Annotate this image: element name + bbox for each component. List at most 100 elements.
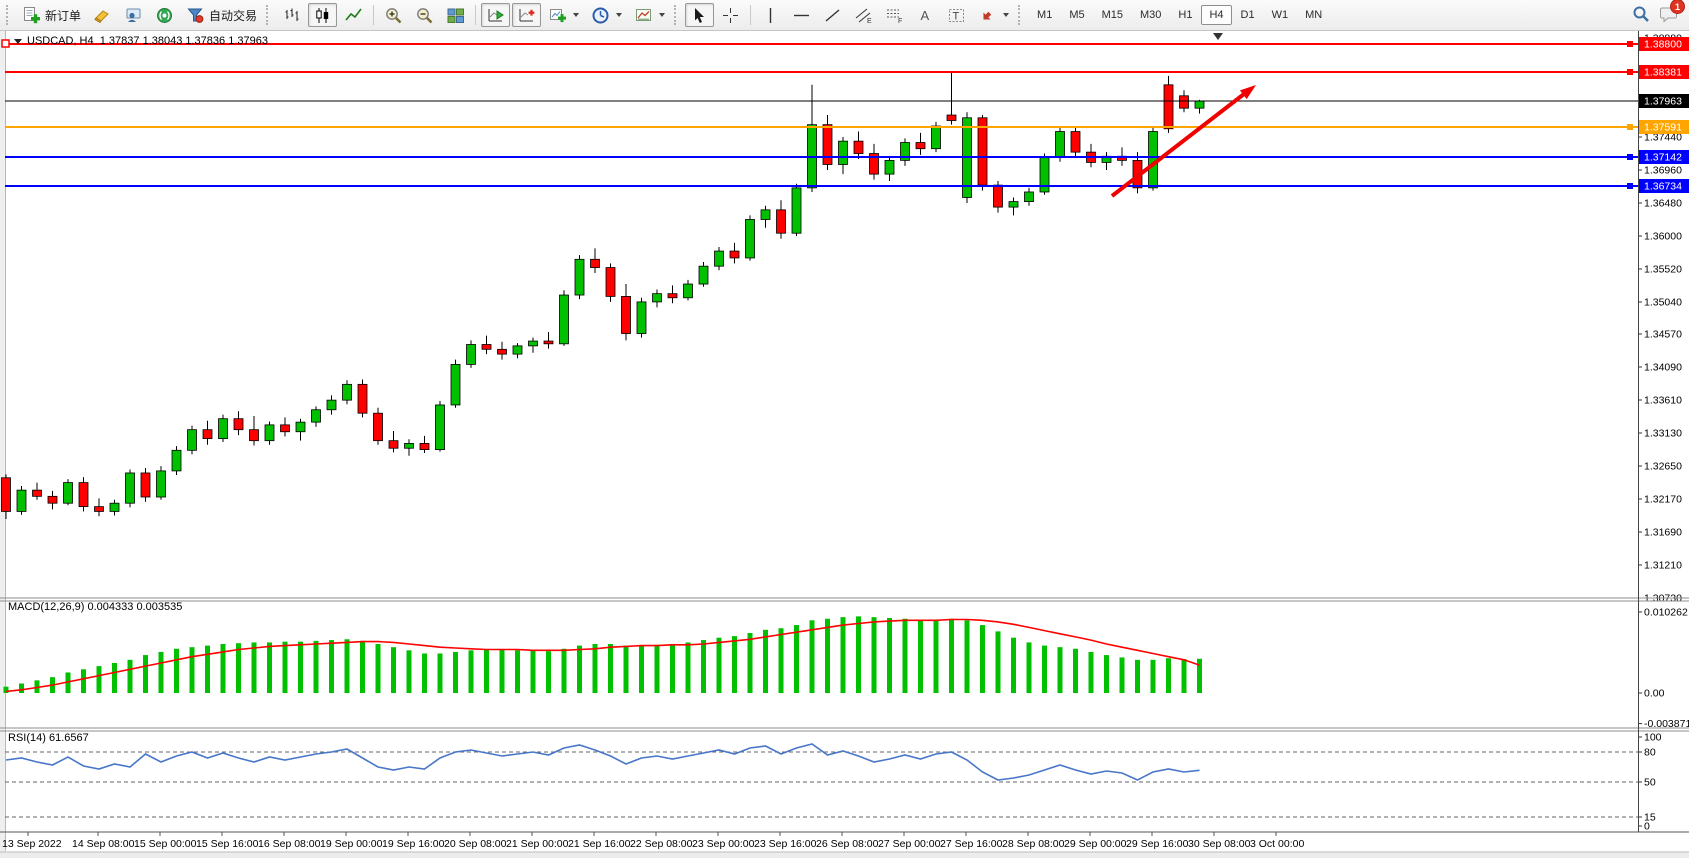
profile-button[interactable] [629,3,670,27]
macd-histogram-bar [964,620,970,693]
horizontal-line-icon [794,14,810,16]
timeframe-m1-button[interactable]: M1 [1037,9,1053,21]
price-tick-label: 1.32170 [1644,494,1682,506]
svg-text:1.38800: 1.38800 [1644,39,1682,51]
macd-histogram-bar [437,653,443,693]
zoom-out-button[interactable] [410,3,439,27]
bar-chart-button[interactable] [277,3,306,27]
candle-up [450,364,461,406]
timeframe-m30-button[interactable]: M30 [1140,9,1162,21]
macd-histogram-bar [1057,647,1063,693]
line-handle [1627,183,1633,189]
chart-shift-marker[interactable] [1213,33,1223,40]
macd-histogram-bar [1119,657,1125,693]
zoom-in-icon [386,7,402,23]
horizontal-line-button[interactable] [787,3,816,27]
macd-histogram-bar [918,619,923,693]
macd-pane: 0.010262 0.00 -0.003871 [3,606,1689,730]
timeframe-m15-button[interactable]: M15 [1101,9,1123,21]
candle-down [357,383,368,414]
time-axis-label: 15 Sep 00:00 [134,838,197,850]
macd-histogram-bar [453,651,458,693]
zoom-in-button[interactable] [379,3,408,27]
trendline-button[interactable] [818,3,847,27]
candle-down [373,412,383,442]
candle-down [729,250,740,259]
new-chart-button[interactable] [543,3,584,27]
candle-up [156,470,166,498]
alerts-icon [157,7,173,23]
line-chart-button[interactable] [339,3,368,27]
text-label-button[interactable]: T [942,3,971,27]
time-axis-label: 26 Sep 08:00 [816,838,879,850]
toolbar-grip[interactable] [266,5,271,25]
equidistant-channel-button[interactable]: E [849,3,878,27]
notifications-button[interactable]: 1 [1659,0,1685,29]
new-order-button[interactable]: 新订单 [17,3,86,27]
price-badges: 1.38800 1.38381 1.37963 1.37591 1.37142 1.367… [1639,37,1689,193]
macd-histogram-bar [174,648,179,693]
macd-histogram-bar [825,618,830,693]
timeframe-d1-button[interactable]: D1 [1240,9,1255,21]
price-tick-label: 1.32650 [1644,461,1682,473]
terminal-button[interactable] [119,3,148,27]
candle-up [512,345,523,355]
macd-scale-label: 0.010262 [1644,606,1688,618]
autotrading-button[interactable]: 自动交易 [181,3,262,27]
horizontal-line-objects[interactable] [1,39,1638,189]
autotrading-label: 自动交易 [209,8,258,23]
macd-histogram-bar [592,644,598,693]
macd-histogram-bar [1135,659,1140,693]
macd-histogram-bar [716,637,722,693]
candle-up [574,258,585,296]
time-axis-label: 27 Sep 16:00 [940,838,1003,850]
period-clock-button[interactable] [586,3,627,27]
candle-up [264,424,275,442]
chart-title: USDCAD, H4 1.37837 1.38043 1.37836 1.379… [14,35,268,47]
timeframe-h1-button[interactable]: H1 [1178,9,1193,21]
toolbar-grip[interactable] [674,5,679,25]
timeframe-h4-button[interactable]: H4 [1201,5,1232,25]
auto-scroll-button[interactable] [481,3,511,27]
chevron-down-icon [659,13,666,17]
toolbar-grip[interactable] [6,5,11,25]
timeframe-mn-button[interactable]: MN [1305,9,1323,21]
trend-arrow[interactable] [1110,85,1256,198]
macd-histogram-bar [949,618,954,693]
candle-down [776,209,786,234]
styler-button[interactable] [88,3,117,27]
arrows-tool-button[interactable] [973,3,1014,27]
timeframe-w1-button[interactable]: W1 [1271,9,1289,21]
candle-up [760,209,771,220]
macd-histogram-bar [856,616,861,693]
candle-up [63,482,73,504]
time-axis[interactable]: 13 Sep 2022 14 Sep 08:00 15 Sep 00:00 15 Se… [2,832,1304,850]
candle-up [900,142,910,161]
candle-up [838,140,848,165]
alerts-button[interactable] [150,3,179,27]
macd-histogram-bar [360,640,365,693]
macd-histogram-bar [933,619,939,693]
text-button[interactable]: A [911,3,940,27]
price-tick-label: 1.35520 [1644,264,1682,276]
candle-down [202,429,213,440]
price-level-badge [1639,150,1689,164]
vertical-line-button[interactable] [756,3,785,27]
price-level-badge [1639,120,1689,134]
crosshair-button[interactable] [716,3,745,27]
symbol-dropdown-icon[interactable] [14,39,22,44]
candlestick-button[interactable] [308,3,338,27]
search-button[interactable] [1631,4,1651,29]
autotrading-funnel-icon [187,8,204,23]
fibonacci-button[interactable]: F [880,3,909,27]
cursor-button[interactable] [685,3,715,27]
candle-up [528,340,538,347]
toolbar-grip[interactable] [1018,5,1023,25]
macd-histogram-bar [127,659,133,693]
price-tick-label: 1.35040 [1644,297,1682,309]
timeframe-m5-button[interactable]: M5 [1069,9,1085,21]
tile-windows-button[interactable] [441,3,470,27]
chart-shift-button[interactable] [512,3,542,27]
